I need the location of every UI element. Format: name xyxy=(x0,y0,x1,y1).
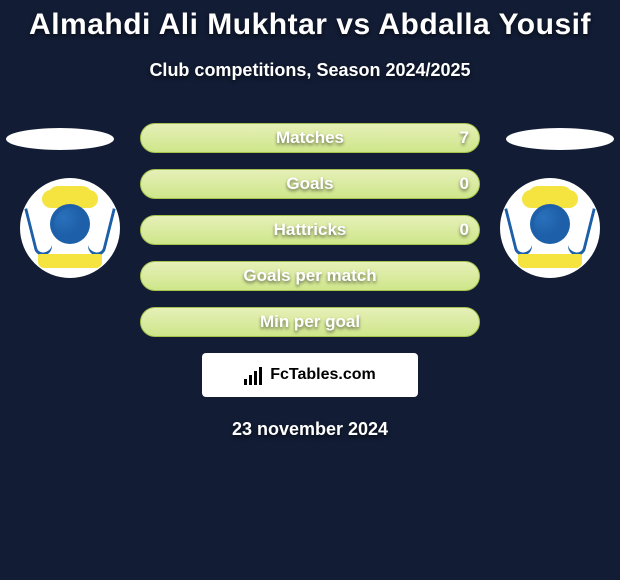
player-marker-left xyxy=(6,128,114,150)
stat-value: 0 xyxy=(460,220,469,240)
page-title: Almahdi Ali Mukhtar vs Abdalla Yousif xyxy=(0,0,620,42)
stat-row: Min per goal xyxy=(140,307,480,337)
stat-label: Min per goal xyxy=(260,312,360,332)
stat-value: 7 xyxy=(460,128,469,148)
club-logo-right xyxy=(500,178,600,278)
stat-label: Hattricks xyxy=(274,220,347,240)
date-label: 23 november 2024 xyxy=(0,419,620,440)
stat-row: Goals 0 xyxy=(140,169,480,199)
branding-text: FcTables.com xyxy=(270,366,376,384)
stat-row: Matches 7 xyxy=(140,123,480,153)
stat-label: Goals per match xyxy=(243,266,376,286)
stat-label: Goals xyxy=(286,174,333,194)
page-subtitle: Club competitions, Season 2024/2025 xyxy=(0,60,620,81)
player-marker-right xyxy=(506,128,614,150)
stat-row: Hattricks 0 xyxy=(140,215,480,245)
stat-value: 0 xyxy=(460,174,469,194)
stat-label: Matches xyxy=(276,128,344,148)
fctables-icon xyxy=(244,365,264,385)
branding-box[interactable]: FcTables.com xyxy=(202,353,418,397)
club-logo-left xyxy=(20,178,120,278)
stat-row: Goals per match xyxy=(140,261,480,291)
